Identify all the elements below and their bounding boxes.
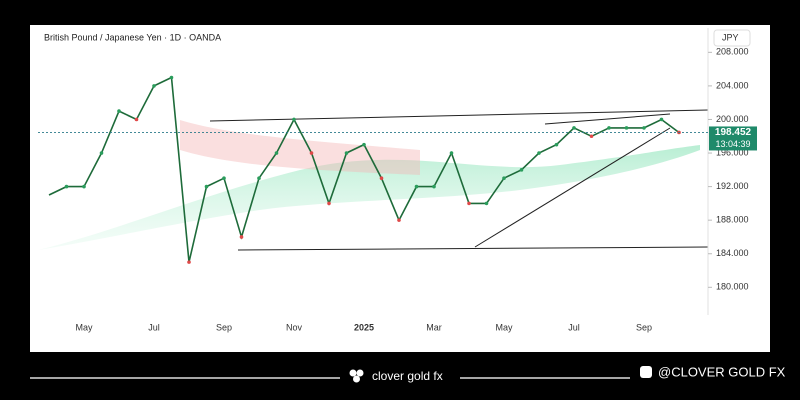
price-point <box>239 235 244 239</box>
y-tick-label: 204.000 <box>716 80 749 90</box>
x-tick-label: Sep <box>216 322 232 332</box>
currency: JPY <box>722 32 739 42</box>
price-point <box>187 260 191 264</box>
y-tick-label: 208.000 <box>716 47 749 57</box>
price-point <box>117 109 121 113</box>
x-tick-label: Jul <box>148 322 160 332</box>
price-point <box>624 126 629 130</box>
price-point <box>467 201 471 206</box>
y-tick-label: 180.000 <box>716 282 749 292</box>
y-tick-label: 192.000 <box>716 181 749 191</box>
price-point <box>257 176 261 181</box>
x-tick-label: Jul <box>568 322 580 332</box>
last-price-box <box>709 126 757 151</box>
y-tick-label: 196.000 <box>716 147 749 157</box>
price-point <box>99 151 104 155</box>
price-point <box>309 151 314 155</box>
x-tick-label: May <box>495 322 513 332</box>
price-point <box>537 151 541 155</box>
price-point <box>554 142 559 147</box>
price-point <box>379 176 384 181</box>
price-point <box>432 184 436 189</box>
trend-line <box>474 127 671 248</box>
y-tick-label: 184.000 <box>716 248 749 258</box>
facebook-icon <box>640 366 652 378</box>
price-point <box>642 126 646 130</box>
price-point <box>64 184 69 189</box>
y-tick-label: 200.000 <box>716 114 749 124</box>
price-point <box>449 151 454 155</box>
brand: clover gold fx <box>372 369 443 383</box>
cloud <box>38 145 700 250</box>
trend-line <box>237 246 709 251</box>
price-point <box>327 201 331 206</box>
cloud-red <box>180 120 420 175</box>
x-tick-label: Mar <box>426 322 442 332</box>
price-point <box>292 117 296 122</box>
price-point <box>362 142 366 147</box>
price-point <box>344 151 349 155</box>
price-point <box>414 184 419 189</box>
price-point <box>484 201 489 206</box>
chart-title: British Pound / Japanese Yen · 1D · OAND… <box>44 32 221 42</box>
trend-line <box>544 113 671 125</box>
price-point <box>134 117 139 122</box>
price-point <box>607 126 611 130</box>
price-point <box>204 184 209 189</box>
price-point <box>82 184 86 189</box>
price-point <box>502 176 506 181</box>
price-point <box>397 218 401 222</box>
price-point <box>222 176 226 181</box>
last-price-label: 198.452 <box>715 127 752 138</box>
brand-logo <box>349 369 364 383</box>
price-point <box>589 134 594 139</box>
currency-box <box>713 29 751 47</box>
price-point <box>274 151 279 155</box>
price-point <box>152 84 156 88</box>
price-point <box>519 168 524 172</box>
x-tick-label: May <box>75 322 93 332</box>
price-point <box>659 117 664 122</box>
x-tick-label: Nov <box>286 322 303 332</box>
countdown: 13:04:39 <box>715 139 750 149</box>
handle: @CLOVER GOLD FX <box>658 364 786 379</box>
price-point <box>169 75 174 80</box>
x-tick-label: 2025 <box>354 322 374 332</box>
x-tick-label: Sep <box>636 322 652 332</box>
price-point <box>572 126 576 130</box>
y-tick-label: 188.000 <box>716 215 749 225</box>
